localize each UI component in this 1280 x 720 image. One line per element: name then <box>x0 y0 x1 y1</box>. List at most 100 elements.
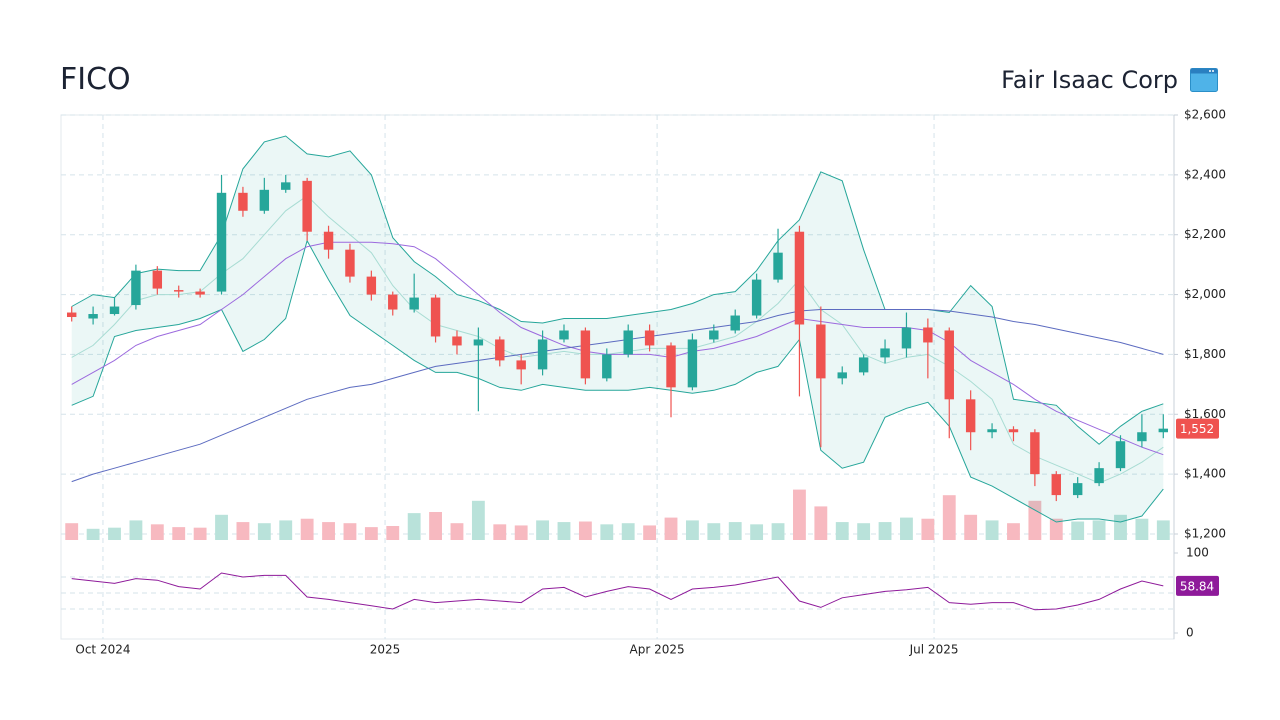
volume-bar <box>150 524 164 540</box>
candle-body <box>1051 474 1061 496</box>
volume-bar <box>900 517 913 540</box>
candle-body <box>452 336 462 346</box>
volume-bar <box>942 495 956 540</box>
candle-body <box>495 339 505 361</box>
x-tick-label: 2025 <box>370 643 401 657</box>
volume-bar <box>578 521 592 540</box>
candle-body <box>559 330 569 340</box>
candle-body <box>366 276 377 295</box>
volume-bar <box>621 523 635 540</box>
volume-bar <box>450 523 464 540</box>
x-tick-label: Jul 2025 <box>909 643 959 657</box>
candle-body <box>730 315 740 331</box>
candle-body <box>1137 432 1147 442</box>
candle-body <box>259 189 270 211</box>
candle-body <box>238 192 248 211</box>
candle-body <box>987 429 997 433</box>
candle-body <box>773 252 783 280</box>
candle-body <box>430 297 441 337</box>
candle-body <box>388 294 398 310</box>
moving-average <box>71 309 1164 483</box>
volume-bar <box>300 518 314 540</box>
volume-bar <box>536 520 550 540</box>
candle-body <box>88 314 98 319</box>
volume-bar <box>129 520 143 540</box>
x-tick-label: Oct 2024 <box>75 643 130 657</box>
volume-bar <box>685 520 699 540</box>
candle-body <box>751 279 762 316</box>
rsi-line <box>71 572 1164 611</box>
volume-bar <box>1156 520 1170 540</box>
candle-body <box>1094 468 1104 484</box>
candle-body <box>1072 483 1083 496</box>
volume-bar <box>279 520 293 540</box>
volume-bar <box>86 528 100 540</box>
volume-bar <box>707 523 721 540</box>
y-tick-label: $2,200 <box>1184 227 1226 241</box>
volume-bar <box>1007 523 1020 540</box>
volume-bar <box>1028 500 1042 540</box>
candle-body <box>473 339 484 346</box>
candle-body <box>901 327 912 349</box>
candle-body <box>602 354 612 379</box>
volume-bar <box>750 524 764 540</box>
volume-bar <box>65 523 79 540</box>
volume-bar <box>493 524 507 540</box>
candle-body <box>880 348 890 358</box>
volume-bar <box>1092 520 1106 540</box>
volume-bar <box>471 500 485 540</box>
candle-body <box>644 330 655 346</box>
candle-body <box>709 330 719 340</box>
candle-body <box>1158 428 1169 433</box>
candle-body <box>409 297 419 310</box>
volume-bar <box>407 513 421 540</box>
band-fill <box>71 136 1164 522</box>
rsi-tick-label: 0 <box>1186 626 1194 640</box>
volume-bar <box>557 522 571 540</box>
volume-bar <box>108 527 121 540</box>
volume-bar <box>386 526 400 540</box>
candle-body <box>1008 429 1019 433</box>
y-tick-label: $2,600 <box>1184 108 1226 122</box>
volume-bar <box>257 523 271 540</box>
candle-body <box>174 290 184 292</box>
candle-body <box>281 182 291 190</box>
candle-body <box>794 231 805 325</box>
candle-body <box>580 330 591 379</box>
candle-body <box>323 231 334 250</box>
volume-bar <box>878 522 892 540</box>
company-icon <box>1190 68 1218 92</box>
volume-bar <box>643 525 657 540</box>
band-upper <box>71 135 1164 445</box>
candle-body <box>152 270 163 289</box>
candle-body <box>195 291 205 295</box>
volume-bar <box>814 506 828 540</box>
company-name: Fair Isaac Corp <box>1001 66 1178 94</box>
y-tick-label: $1,600 <box>1184 407 1226 421</box>
candle-body <box>131 270 141 306</box>
volume-bar <box>857 523 871 540</box>
band-middle <box>71 195 1164 484</box>
candle-body <box>109 306 120 315</box>
y-tick-label: $2,400 <box>1184 167 1226 181</box>
volume-bar <box>964 514 978 540</box>
volume-bar <box>664 517 678 540</box>
volume-bar <box>322 522 335 540</box>
volume-bar <box>921 518 935 540</box>
volume-bar <box>193 527 207 540</box>
volume-bar <box>215 514 228 540</box>
candle-body <box>858 357 869 373</box>
candle-body <box>302 180 312 232</box>
volume-bar <box>429 512 442 540</box>
band-lower <box>71 239 1164 523</box>
rsi-last-label: 58.84 <box>1180 579 1214 593</box>
candle-body <box>537 339 548 370</box>
volume-bar <box>1071 521 1085 540</box>
y-tick-label: $1,200 <box>1184 527 1226 541</box>
y-tick-label: $2,000 <box>1184 287 1226 301</box>
volume-bar <box>985 520 999 540</box>
rsi-tick-label: 100 <box>1186 546 1209 560</box>
y-tick-label: $1,800 <box>1184 347 1226 361</box>
